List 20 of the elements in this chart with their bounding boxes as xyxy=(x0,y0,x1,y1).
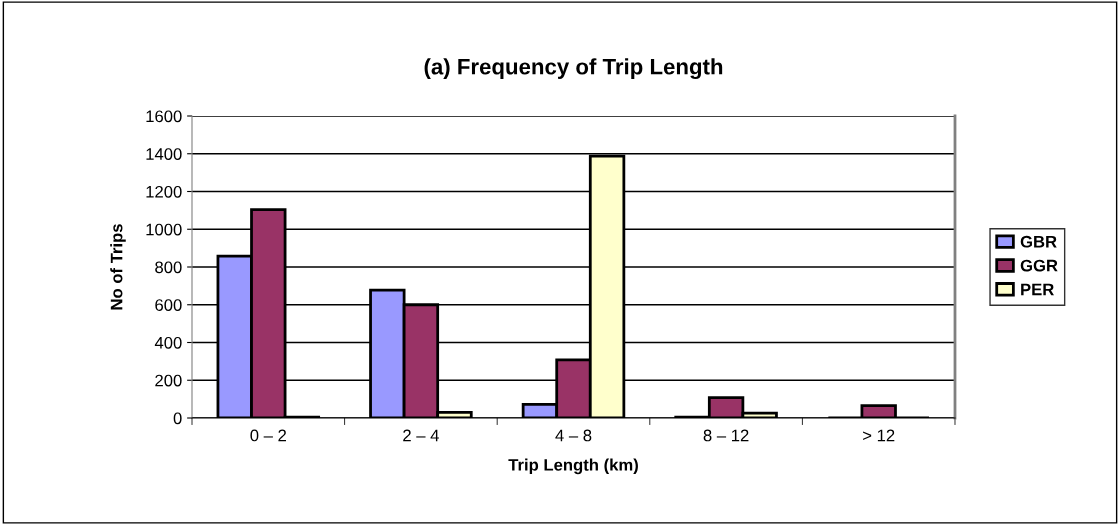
legend-label: GBR xyxy=(1020,235,1057,248)
y-tick-label: 800 xyxy=(155,261,182,274)
x-tick-label: 4 – 8 xyxy=(555,429,592,442)
x-tick-label: > 12 xyxy=(863,429,895,442)
y-tick-label: 200 xyxy=(155,374,182,387)
y-tick-label: 600 xyxy=(155,299,182,311)
y-tick-label: 0 xyxy=(173,412,182,425)
x-axis-title: Trip Length (km) xyxy=(508,458,638,475)
x-tick-label: 0 – 2 xyxy=(250,429,286,442)
x-tick-label: 8 – 12 xyxy=(703,429,749,442)
legend-label: PER xyxy=(1021,283,1054,296)
y-tick-label: 1600 xyxy=(146,110,182,123)
x-tick-label: 2 – 4 xyxy=(403,429,439,442)
y-tick-label: 1200 xyxy=(146,185,182,198)
y-tick-label: 400 xyxy=(154,336,182,349)
y-tick-label: 1400 xyxy=(146,148,182,160)
y-axis-title: No of Trips xyxy=(110,224,126,310)
chart-title: (a) Frequency of Trip Length xyxy=(424,58,723,80)
y-tick-label: 1000 xyxy=(146,223,182,236)
legend-label: GGR xyxy=(1020,259,1058,272)
